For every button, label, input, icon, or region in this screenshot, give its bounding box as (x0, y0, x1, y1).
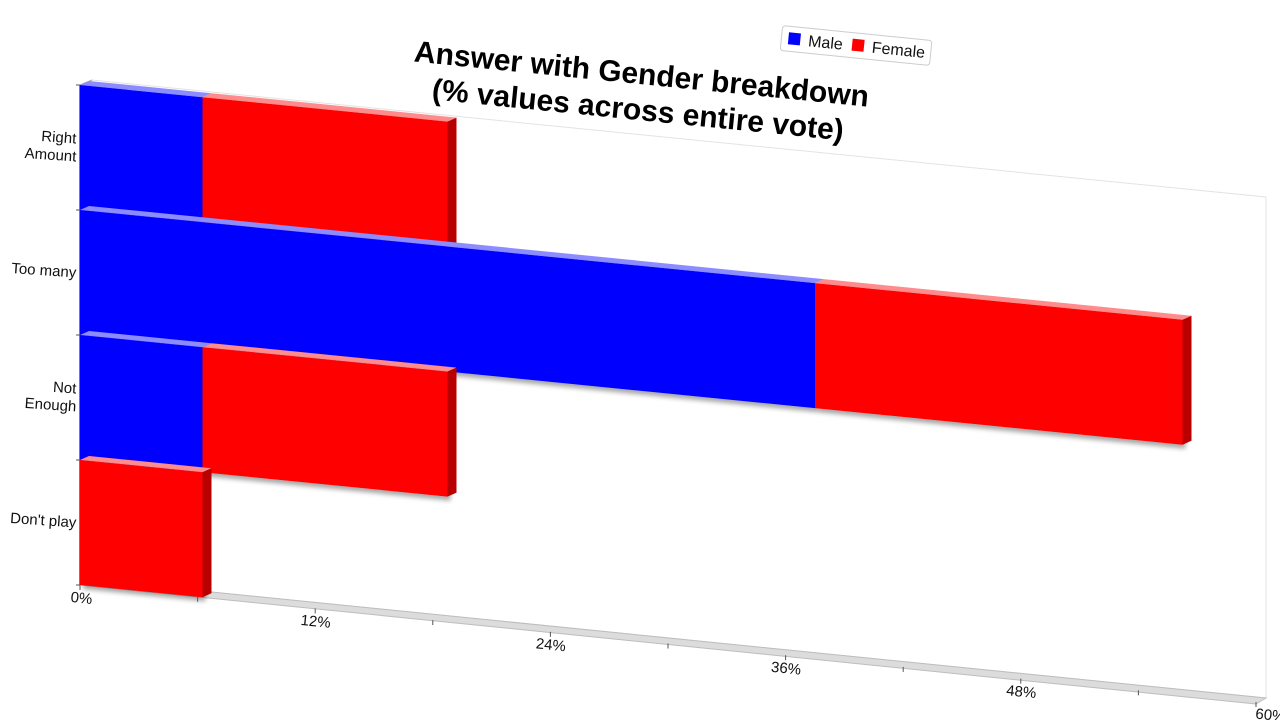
x-axis: 0% 12% 24% 36% 48% 60% (70, 585, 1280, 720)
x-tick-label: 48% (1005, 682, 1037, 702)
bar-group (80, 206, 824, 409)
bar-end-face (447, 117, 457, 247)
x-tick-label: 0% (70, 589, 93, 608)
bar-female-don-t-play (80, 460, 203, 598)
bar-female-not-enough (202, 347, 448, 497)
x-tick-label: 24% (535, 635, 567, 655)
bar-male-too-many (80, 210, 815, 409)
category-label: Amount (24, 145, 78, 166)
bar-top-face (202, 343, 457, 372)
bar-group (202, 93, 457, 247)
bar-end-face (447, 367, 457, 497)
bar-group (80, 81, 212, 223)
category-ticks (76, 84, 80, 586)
bar-end-face (1182, 315, 1192, 445)
category-label: Right (41, 128, 78, 147)
x-tick-label: 60% (1255, 706, 1280, 720)
category-label: Enough (24, 395, 77, 416)
x-tick-label: 36% (770, 659, 802, 679)
category-label: Don't play (10, 510, 78, 532)
bar-top-face (80, 331, 212, 348)
category-label: Too many (11, 260, 78, 282)
category-label: Not (52, 379, 77, 398)
bar-female-right-amount (202, 97, 448, 247)
bar-male-not-enough (80, 335, 203, 473)
legend-label-female: Female (871, 40, 926, 62)
bar-top-face (815, 279, 1192, 320)
bar-group (80, 331, 212, 473)
x-tick-label: 12% (300, 612, 332, 632)
bar-group (815, 279, 1192, 445)
bar-end-face (202, 468, 212, 598)
bar-top-face (80, 456, 212, 473)
bar-group (202, 343, 457, 497)
legend-label-male: Male (807, 33, 843, 53)
legend-swatch-female (851, 38, 865, 52)
legend-swatch-male (787, 32, 801, 46)
bar-male-right-amount (80, 85, 203, 223)
legend: Male Female (779, 25, 933, 66)
bar-top-face (80, 206, 824, 284)
bar-female-too-many (815, 283, 1183, 445)
bar-top-face (80, 81, 212, 98)
bar-group (80, 456, 212, 598)
bars (80, 81, 1192, 598)
bar-top-face (202, 93, 457, 122)
